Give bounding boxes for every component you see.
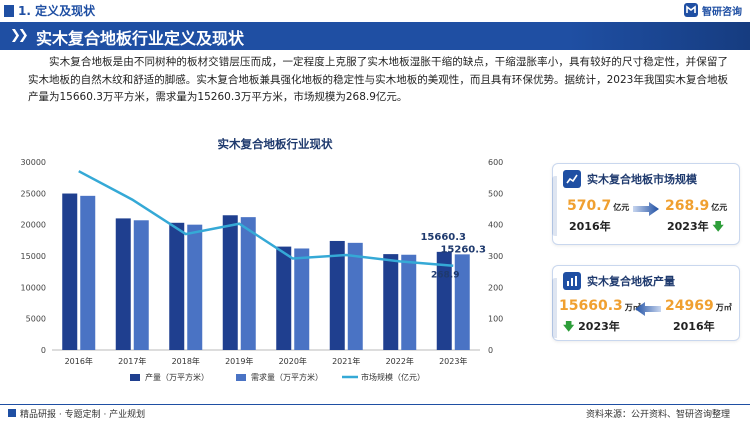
legend-label: 产量（万平方米） bbox=[145, 372, 209, 382]
card-header: 实木复合地板产量 bbox=[563, 272, 675, 290]
footer-services: 精品研报 · 专题定制 · 产业规划 bbox=[7, 407, 145, 420]
logo-text: 智研咨询 bbox=[702, 6, 742, 18]
x-tick-label: 2016年 bbox=[65, 356, 93, 366]
y-left-tick-label: 25000 bbox=[21, 189, 46, 198]
x-tick-label: 2021年 bbox=[332, 356, 360, 366]
section-marker bbox=[4, 5, 14, 17]
market-2016-unit: 亿元 bbox=[613, 203, 630, 212]
y-right-tick-label: 400 bbox=[488, 221, 503, 230]
y-left-tick-label: 5000 bbox=[26, 315, 46, 324]
x-tick-label: 2022年 bbox=[386, 356, 414, 366]
brand-logo[interactable]: 智研咨询 bbox=[683, 2, 742, 18]
intro-paragraph: 实木复合地板是由不同树种的板材交错层压而成，一定程度上克服了实木地板湿胀干缩的缺… bbox=[28, 56, 728, 103]
market-2023-year: 2023年 bbox=[667, 220, 709, 233]
market-2016-year: 2016年 bbox=[569, 220, 611, 233]
x-tick-label: 2017年 bbox=[118, 356, 146, 366]
legend-label: 市场规模（亿元） bbox=[361, 372, 425, 382]
market-2023-metric: 268.9 亿元 bbox=[665, 198, 727, 214]
legend-swatch bbox=[236, 374, 246, 381]
bar-demand bbox=[187, 224, 203, 350]
double-chevron-icon: ❯❯ bbox=[10, 28, 29, 43]
y-left-tick-label: 10000 bbox=[21, 283, 46, 292]
data-label-demand: 15260.3 bbox=[440, 244, 486, 255]
x-tick-label: 2019年 bbox=[225, 356, 253, 366]
y-left-tick-label: 15000 bbox=[21, 252, 46, 261]
output-2016-unit: 万㎡ bbox=[715, 303, 732, 312]
bar-production bbox=[62, 193, 78, 350]
y-right-tick-label: 0 bbox=[488, 346, 493, 355]
y-right-tick-label: 300 bbox=[488, 252, 503, 261]
footer-source: 资料来源：公开资料、智研咨询整理 bbox=[585, 410, 730, 420]
bar-demand bbox=[294, 248, 310, 350]
y-right-tick-label: 600 bbox=[488, 158, 503, 167]
right-arrow-icon bbox=[633, 202, 659, 216]
x-tick-label: 2018年 bbox=[172, 356, 200, 366]
footer: 精品研报 · 专题定制 · 产业规划 资料来源：公开资料、智研咨询整理 bbox=[0, 404, 750, 421]
bar-demand bbox=[133, 220, 149, 350]
data-label-production: 15660.3 bbox=[420, 232, 466, 243]
top-bar: 1. 定义及现状 智研咨询 bbox=[0, 0, 750, 22]
section-label: 1. 定义及现状 bbox=[18, 4, 96, 18]
y-left-tick-label: 0 bbox=[41, 346, 46, 355]
chart-title: 实木复合地板行业现状 bbox=[217, 137, 333, 151]
legend-swatch bbox=[130, 374, 140, 381]
x-tick-label: 2023年 bbox=[439, 356, 467, 366]
left-arrow-icon bbox=[635, 302, 661, 316]
output-2023-metric: 15660.3 万㎡ bbox=[559, 298, 641, 314]
market-2023-unit: 亿元 bbox=[711, 203, 728, 212]
market-2023-year-wrap: 2023年 🡇 bbox=[667, 218, 724, 237]
bar-demand bbox=[80, 195, 96, 350]
bar-production bbox=[383, 254, 399, 350]
x-tick-label: 2020年 bbox=[279, 356, 307, 366]
bar-production bbox=[115, 218, 131, 350]
market-size-card: 实木复合地板市场规模 570.7 亿元 2016年 268.9 亿元 2023年… bbox=[552, 163, 740, 245]
y-right-tick-label: 500 bbox=[488, 189, 503, 198]
output-2023-year-wrap: 🡇 2023年 bbox=[563, 318, 620, 337]
down-arrow-icon: 🡇 bbox=[712, 220, 724, 233]
bar-production bbox=[436, 251, 452, 350]
market-2023-value: 268.9 bbox=[665, 198, 710, 214]
logo-icon bbox=[684, 3, 698, 17]
card-header: 实木复合地板市场规模 bbox=[563, 170, 697, 188]
output-2023-value: 15660.3 bbox=[559, 298, 623, 314]
bar-production bbox=[222, 215, 238, 350]
banner-shade bbox=[570, 22, 750, 50]
card-stripe bbox=[552, 278, 557, 338]
chart-growth-icon bbox=[563, 170, 581, 188]
footer-divider bbox=[0, 404, 750, 405]
down-arrow-icon: 🡇 bbox=[563, 320, 575, 333]
y-left-tick-label: 30000 bbox=[21, 158, 46, 167]
data-label-market: 268.9 bbox=[431, 271, 459, 281]
bar-demand bbox=[240, 217, 256, 350]
legend-label: 需求量（万平方米） bbox=[251, 372, 323, 382]
y-right-tick-label: 200 bbox=[488, 283, 503, 292]
y-right-tick-label: 100 bbox=[488, 315, 503, 324]
market-card-title: 实木复合地板市场规模 bbox=[587, 173, 697, 186]
output-2023-year: 2023年 bbox=[578, 320, 620, 333]
page-title: 实木复合地板行业定义及现状 bbox=[36, 29, 245, 48]
bar-demand bbox=[454, 254, 470, 350]
bar-production bbox=[329, 240, 345, 350]
output-2016-year: 2016年 bbox=[673, 320, 715, 333]
market-2016-metric: 570.7 亿元 bbox=[567, 198, 629, 214]
line-market-size bbox=[78, 170, 454, 267]
bar-production bbox=[169, 222, 185, 350]
output-2016-metric: 24969 万㎡ bbox=[665, 298, 732, 314]
bar-production bbox=[276, 246, 292, 350]
bar-demand bbox=[401, 254, 417, 350]
output-2023-unit: 万㎡ bbox=[624, 303, 641, 312]
bar-demand bbox=[347, 242, 363, 350]
combo-chart: 0 5000 10000 15000 20000 25000 30000 0 100 200 300… bbox=[21, 158, 504, 382]
card-stripe bbox=[552, 176, 557, 236]
market-2016-value: 570.7 bbox=[567, 198, 612, 214]
y-left-tick-label: 20000 bbox=[21, 221, 46, 230]
bar-chart-icon bbox=[563, 272, 581, 290]
output-card: 实木复合地板产量 15660.3 万㎡ 🡇 2023年 24969 万㎡ 201… bbox=[552, 265, 740, 341]
title-banner: ❯❯ 实木复合地板行业定义及现状 bbox=[0, 22, 750, 50]
output-card-title: 实木复合地板产量 bbox=[587, 275, 675, 288]
output-2016-value: 24969 bbox=[665, 298, 714, 314]
